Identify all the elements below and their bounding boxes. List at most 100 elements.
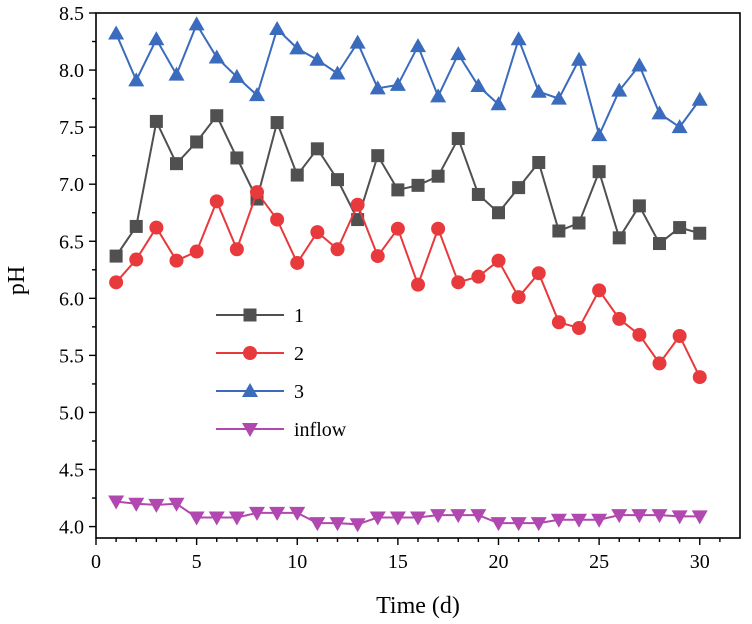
data-point (471, 187, 485, 201)
data-point (289, 40, 306, 55)
data-point (692, 370, 707, 385)
data-point (169, 253, 184, 268)
y-tick-label: 6.0 (59, 288, 84, 310)
data-point (391, 183, 405, 197)
data-point (451, 132, 465, 146)
data-point (188, 16, 205, 31)
data-point (168, 66, 185, 81)
data-point (632, 327, 647, 342)
legend-label: 3 (294, 381, 304, 403)
data-point (128, 497, 145, 512)
data-point (693, 226, 707, 240)
y-tick-label: 4.0 (59, 517, 84, 539)
data-point (612, 311, 627, 326)
data-point (430, 88, 447, 103)
data-point (310, 142, 324, 156)
y-tick-label: 5.0 (59, 402, 84, 424)
x-tick-label: 10 (287, 551, 307, 573)
data-point (470, 78, 487, 93)
legend-marker (243, 346, 257, 360)
data-point (269, 20, 286, 35)
data-point (210, 109, 224, 123)
data-point (450, 509, 467, 524)
y-tick-label: 6.5 (59, 231, 84, 253)
data-point (510, 31, 527, 46)
data-point (129, 219, 143, 233)
data-point (431, 221, 446, 236)
data-point (128, 72, 145, 87)
data-point (188, 511, 205, 526)
y-axis-title: pH (4, 266, 30, 295)
data-point (168, 497, 185, 512)
data-point (411, 277, 425, 292)
data-point (329, 65, 346, 80)
y-tick-label: 4.5 (59, 460, 84, 482)
data-point (108, 25, 125, 40)
data-point (249, 506, 265, 521)
data-point (350, 197, 365, 212)
data-point (371, 149, 385, 163)
data-point (651, 105, 668, 120)
data-point (612, 231, 626, 245)
data-point (490, 96, 507, 111)
legend-label: inflow (294, 419, 347, 441)
data-point (249, 87, 265, 102)
series-3 (108, 16, 708, 142)
y-tick-label: 7.5 (59, 117, 84, 139)
data-point (208, 511, 225, 526)
data-point (330, 242, 345, 257)
data-point (109, 249, 123, 263)
data-point (611, 509, 628, 524)
data-point (571, 51, 587, 66)
series-inflow (108, 495, 708, 533)
legend-marker (243, 308, 257, 322)
legend-label: 1 (294, 305, 304, 327)
data-point (510, 517, 527, 532)
series-layer (108, 16, 708, 533)
x-axis-title: Time (d) (376, 593, 460, 619)
data-point (571, 513, 587, 528)
data-point (331, 173, 344, 187)
series-1 (109, 109, 707, 263)
data-point (208, 49, 225, 64)
data-point (270, 116, 284, 130)
data-point (631, 509, 648, 524)
data-point (550, 90, 567, 105)
data-point (349, 518, 366, 533)
series-2 (109, 185, 707, 385)
data-point (632, 199, 646, 213)
data-point (552, 224, 566, 238)
data-point (691, 510, 708, 525)
data-point (430, 509, 447, 524)
data-point (651, 509, 668, 524)
data-point (551, 315, 566, 330)
data-point (530, 83, 547, 98)
data-point (591, 513, 608, 528)
data-point (129, 252, 144, 267)
legend-entry-1: 1 (216, 305, 304, 327)
data-point (410, 38, 426, 53)
data-point (349, 34, 366, 49)
data-point (170, 157, 183, 171)
data-point (531, 266, 546, 281)
data-point (572, 321, 586, 335)
data-point (148, 498, 165, 513)
plot-frame (95, 12, 741, 539)
plot-border (95, 12, 741, 539)
y-axis-ticks: 4.0 4.5 5.0 5.5 6.0 6.5 7.0 7.5 8.0 8.5 (59, 3, 96, 539)
data-point (290, 168, 304, 182)
data-point (290, 255, 305, 270)
data-point (411, 178, 425, 192)
data-point (431, 169, 445, 183)
data-point (490, 517, 507, 532)
data-point (230, 151, 244, 165)
legend: 1 2 3 inflow (216, 305, 347, 441)
y-tick-label: 5.5 (59, 345, 84, 367)
data-point (389, 511, 406, 526)
data-point (390, 221, 405, 236)
x-tick-label: 30 (690, 551, 710, 573)
data-point (671, 119, 688, 134)
data-point (653, 237, 666, 251)
data-point (250, 185, 264, 200)
y-tick-label: 8.5 (59, 3, 84, 25)
